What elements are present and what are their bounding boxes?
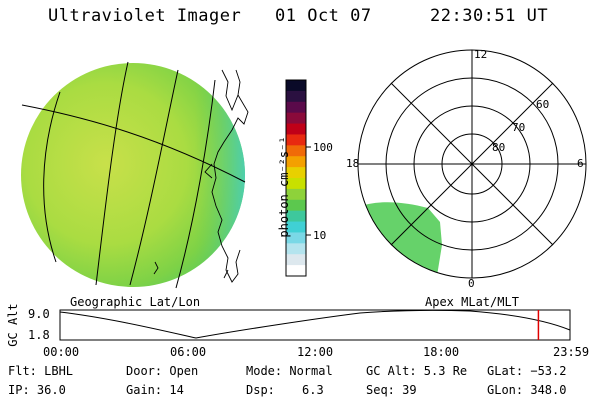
geographic-grid [21, 61, 246, 289]
colorbar-ticks [306, 146, 311, 236]
colorbar-segment [286, 243, 306, 255]
info-sequence: Seq: 39 [366, 383, 417, 397]
info-geo-lat: GLat: −53.2 [487, 364, 567, 378]
mlat-label-70: 70 [512, 121, 526, 134]
colorbar [285, 79, 307, 277]
colorbar-unit-label: photon cm⁻²s⁻¹ [277, 136, 291, 238]
instrument-title: Ultraviolet Imager [48, 6, 242, 26]
info-door: Door: Open [126, 364, 199, 378]
mlt-label-18: 18 [346, 157, 360, 170]
info-gain: Gain: 14 [126, 383, 184, 397]
timeline-tick-2359: 23:59 [553, 345, 590, 359]
polar-data-patch [358, 202, 442, 278]
left-panel-caption: Geographic Lat/Lon [70, 295, 201, 309]
info-dsp-label: Dsp: [246, 383, 275, 397]
colorbar-segment [286, 134, 306, 146]
timeline-ylabel: GC Alt [6, 303, 20, 347]
timeline-ymax: 9.0 [28, 307, 50, 321]
coastline-outline [153, 69, 249, 283]
colorbar-tick-10: 10 [313, 229, 327, 242]
mlt-label-6: 6 [577, 157, 584, 170]
info-filter: Flt: LBHL [8, 364, 74, 378]
colorbar-segment [286, 112, 306, 125]
mlt-label-12: 12 [474, 48, 488, 61]
polar-panel-caption: Apex MLat/MLT [425, 295, 519, 309]
colorbar-segment [286, 90, 306, 103]
colorbar-segment [286, 199, 306, 212]
colorbar-frame [285, 79, 307, 277]
mlat-label-60: 60 [536, 98, 550, 111]
colorbar-segment [286, 232, 306, 244]
info-ip: IP: 36.0 [8, 383, 66, 397]
colorbar-segment [286, 156, 306, 168]
colorbar-segment [286, 80, 306, 92]
timeline-tick-1800: 18:00 [423, 345, 460, 359]
mlt-label-0: 0 [468, 277, 475, 290]
info-geo-lon: GLon: 348.0 [487, 383, 567, 397]
timeline-tick-1200: 12:00 [297, 345, 334, 359]
colorbar-segment [286, 265, 306, 277]
image-time: 22:30:51 UT [430, 6, 549, 26]
timeline-tick-0000: 00:00 [43, 345, 80, 359]
info-dsp-value: 6.3 [302, 383, 324, 397]
colorbar-segment [286, 221, 306, 233]
colorbar-segment [286, 123, 306, 135]
colorbar-segment [286, 101, 306, 114]
timeline-ymin: 1.8 [28, 328, 50, 342]
colorbar-segment [286, 167, 306, 179]
mlat-label-80: 80 [492, 141, 506, 154]
timeline-tick-0600: 06:00 [170, 345, 207, 359]
orbit-altitude-timeline [59, 309, 571, 341]
polar-grid [357, 49, 587, 279]
colorbar-segment [286, 188, 306, 201]
colorbar-segment [286, 178, 306, 190]
colorbar-segment [286, 210, 306, 223]
image-date: 01 Oct 07 [275, 6, 372, 26]
info-mode: Mode: Normal [246, 364, 333, 378]
colorbar-segment [286, 145, 306, 157]
colorbar-tick-100: 100 [313, 141, 333, 154]
info-gc-altitude: GC Alt: 5.3 Re [366, 364, 468, 378]
colorbar-segment [286, 254, 306, 266]
